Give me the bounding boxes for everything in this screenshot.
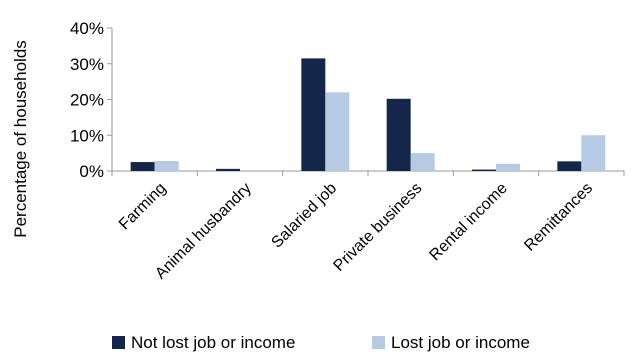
axes (111, 28, 625, 176)
category-label: Private business (330, 180, 425, 275)
bar-lost-rental-income (496, 163, 520, 171)
legend-swatch (112, 336, 125, 349)
category-label: Salaried job (268, 180, 340, 252)
y-tick-label: 30% (70, 55, 104, 74)
legend: Not lost job or income Lost job or income (112, 333, 530, 352)
bars (130, 58, 606, 172)
bar-not-lost-rental-income (472, 169, 496, 171)
bar-lost-salaried-job (325, 92, 350, 171)
category-label: Remittances (521, 180, 596, 255)
bar-lost-farming (154, 160, 179, 171)
category-label: Farming (116, 180, 170, 234)
bar-not-lost-farming (130, 162, 155, 171)
y-tick-label: 40% (70, 19, 104, 38)
y-tick-label: 10% (70, 126, 104, 145)
bar-not-lost-remittances (557, 161, 582, 171)
legend-label: Lost job or income (391, 333, 530, 352)
bar-not-lost-private-business (386, 98, 411, 171)
bar-lost-remittances (581, 135, 606, 171)
y-axis-title-group: Percentage of households (11, 40, 30, 238)
y-axis-title: Percentage of households (11, 40, 30, 238)
y-tick-label: 20% (70, 91, 104, 110)
y-tick-label: 0% (79, 162, 104, 181)
bar-not-lost-animal-husbandry (216, 168, 240, 171)
y-axis-ticks: 0% 10% 20% 30% 40% (70, 19, 112, 181)
legend-swatch (372, 336, 385, 349)
bar-lost-private-business (410, 153, 435, 171)
legend-label: Not lost job or income (131, 333, 295, 352)
category-label: Animal husbandry (152, 180, 255, 283)
bar-not-lost-salaried-job (301, 58, 326, 172)
category-label: Rental income (426, 180, 510, 264)
